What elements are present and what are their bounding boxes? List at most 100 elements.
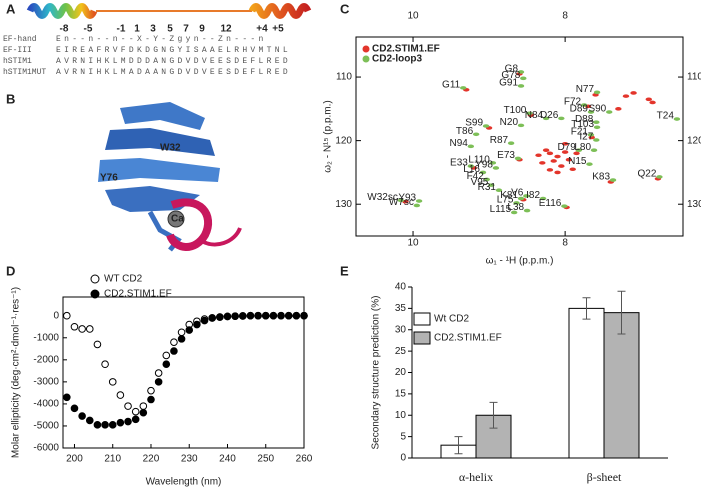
y-tick-label: 35 xyxy=(395,303,407,314)
peak xyxy=(630,91,637,95)
position-number: -1 xyxy=(117,24,126,35)
position-number: 3 xyxy=(150,24,156,35)
legend-label: CD2.STIM1.EF xyxy=(104,289,172,300)
x-tick-label: 260 xyxy=(296,454,313,465)
data-point xyxy=(147,395,155,404)
peak xyxy=(606,110,613,114)
peak-label: D79 xyxy=(557,142,576,153)
peak-label: L38 xyxy=(507,202,524,213)
peak xyxy=(558,116,565,121)
peak-label: N94 xyxy=(449,138,468,149)
y-tick-label: 0 xyxy=(53,310,59,321)
position-number: +5 xyxy=(272,24,284,35)
panel-label: B xyxy=(6,91,15,106)
peak-label: D26 xyxy=(540,110,559,121)
peak xyxy=(467,144,475,149)
plot-frame xyxy=(62,296,305,449)
peak xyxy=(539,196,547,201)
peak-label: D89 xyxy=(570,104,589,115)
data-point xyxy=(108,378,117,386)
peak xyxy=(615,107,622,111)
peak xyxy=(492,166,500,170)
peak-label: D88 xyxy=(575,114,594,125)
legend-label: CD2.STIM1.EF xyxy=(434,333,502,344)
peak-label: S90 xyxy=(588,104,606,115)
peak-label: G8 xyxy=(505,64,519,75)
peak xyxy=(550,159,557,163)
peak xyxy=(513,201,520,205)
data-point xyxy=(124,417,132,426)
peak-label: Y98 xyxy=(475,160,493,171)
y-tick-label: -5000 xyxy=(33,421,59,432)
peak xyxy=(460,86,467,90)
error-bar xyxy=(582,297,591,320)
peak xyxy=(593,138,600,142)
peak xyxy=(649,100,656,105)
peak-label: L16 xyxy=(463,164,480,175)
position-number: 7 xyxy=(183,24,189,35)
residue-label: W32 xyxy=(160,143,181,154)
peak-label: L110 xyxy=(468,155,490,166)
data-point xyxy=(246,311,255,320)
panel-label: A xyxy=(6,1,16,16)
legend-marker xyxy=(362,45,370,53)
data-point xyxy=(93,421,102,429)
peak xyxy=(593,125,601,130)
peak xyxy=(575,148,583,152)
peak xyxy=(656,175,663,179)
y-tick-label: -1000 xyxy=(33,332,59,343)
y-axis-label: Molar ellipticity (deg·cm²·dmol⁻¹·res⁻¹) xyxy=(11,287,22,458)
data-point xyxy=(200,316,209,325)
sequence: AVRNIHKLMDDDANGDVDVEESDEFLRED xyxy=(56,57,291,66)
peak-label: G91 xyxy=(499,78,518,89)
panel-label: E xyxy=(340,263,349,278)
peak-label: V95 xyxy=(471,177,489,188)
peak xyxy=(554,170,561,175)
sequence: AVRNIHKLMADAANGDVDVEESDEFLRED xyxy=(56,68,291,77)
y-tick-label: 25 xyxy=(395,346,407,357)
legend-label: Wt CD2 xyxy=(434,314,469,325)
peak xyxy=(488,183,495,187)
data-point xyxy=(101,360,109,369)
peak xyxy=(542,148,550,152)
y-tick-label: 130 xyxy=(335,199,352,210)
data-point xyxy=(208,314,216,322)
peak-label: N77 xyxy=(576,84,595,95)
y-tick-label: 30 xyxy=(395,324,407,335)
x-tick-label: 230 xyxy=(181,454,198,465)
data-point xyxy=(254,311,262,320)
peak xyxy=(539,161,546,165)
protein-structure: W32 Y76 Ca xyxy=(98,102,242,252)
peak xyxy=(479,170,487,175)
ion-label: Ca xyxy=(171,214,184,225)
y-tick-label: 0 xyxy=(400,453,406,464)
x-tick-label: 220 xyxy=(143,454,160,465)
position-number: 1 xyxy=(134,24,140,35)
legend-swatch xyxy=(413,312,431,326)
peak-label: E73 xyxy=(497,150,515,161)
peak xyxy=(609,178,617,182)
peak xyxy=(542,116,550,121)
legend-label: WT CD2 xyxy=(104,274,143,285)
peak xyxy=(565,157,573,162)
data-point xyxy=(131,415,140,424)
y-tick-label: 110 xyxy=(687,72,701,83)
data-point xyxy=(238,312,247,320)
data-point xyxy=(170,338,178,346)
peak-label: S99 xyxy=(465,118,483,129)
legend-marker xyxy=(90,289,100,299)
y-tick-label: -6000 xyxy=(33,443,59,454)
peak-label: N84 xyxy=(525,110,544,121)
peak xyxy=(507,141,515,145)
error-bar xyxy=(454,436,463,455)
peak-label: W7sc xyxy=(389,197,414,208)
panel-label: D xyxy=(6,263,15,278)
peak-label: K83 xyxy=(592,172,610,183)
data-point xyxy=(177,335,186,343)
legend-swatch xyxy=(413,331,431,345)
data-point xyxy=(85,416,94,425)
y-axis-label: ω₂ - N¹⁵ (p.p.m.) xyxy=(323,100,334,173)
data-point xyxy=(101,421,109,429)
peak xyxy=(467,164,475,168)
